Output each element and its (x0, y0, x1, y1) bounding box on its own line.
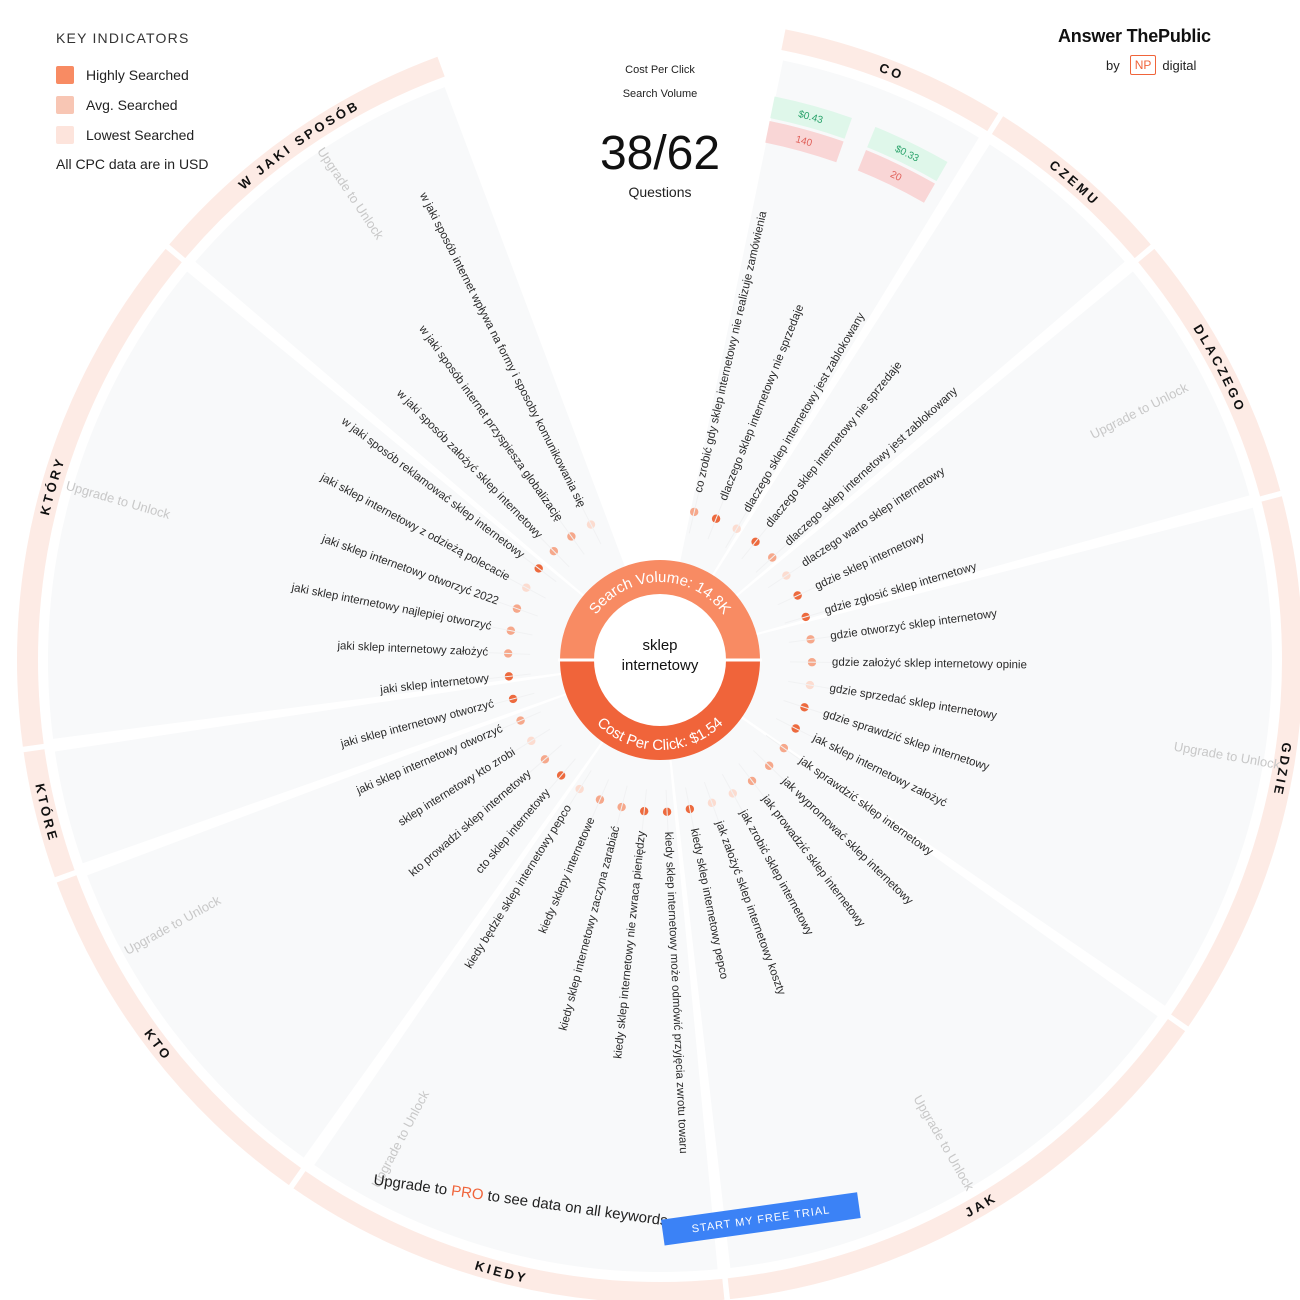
spoke-line (741, 523, 771, 560)
legend-item-low: Lowest Searched (56, 120, 276, 150)
brand-logo[interactable]: Answer ThePublic by NP digital (1058, 26, 1258, 75)
spoke-line (665, 789, 669, 835)
spoke-line (767, 562, 806, 589)
spoke-line (755, 541, 790, 573)
category-ring-segment (781, 29, 999, 132)
category-ring-segment (169, 56, 445, 259)
spoke-line (777, 585, 819, 606)
legend-label: Highly Searched (86, 67, 189, 83)
spoke-line (537, 534, 570, 568)
keyword-question[interactable]: gdzie założyć sklep internetowy opinie (832, 657, 1027, 672)
spoke-line (783, 699, 827, 715)
category-ring-segment (56, 875, 302, 1186)
category-sector (314, 742, 718, 1272)
spoke-line (753, 750, 787, 783)
spoke-line (557, 517, 585, 555)
spoke-line (788, 680, 833, 690)
spoke-line (495, 600, 538, 617)
spoke-line (485, 673, 531, 680)
hub-keyword-line2: internetowy (622, 657, 699, 674)
legend-swatch-avg (56, 96, 74, 114)
category-ring-segment (23, 749, 75, 878)
spoke-line (615, 785, 628, 830)
question-count: 38/62 (599, 127, 721, 180)
category-ring-segment (16, 248, 182, 747)
category-sector (54, 674, 566, 864)
category-sector (713, 144, 1125, 595)
brand-byline: by NP digital (1106, 55, 1258, 75)
category-sector (737, 271, 1250, 634)
legend-label: Lowest Searched (86, 127, 195, 143)
legend-label: Avg. Searched (86, 97, 178, 113)
legend-swatch-high (56, 66, 74, 84)
category-ring-segment (1138, 248, 1281, 497)
category-sector (47, 271, 583, 739)
category-sector (87, 695, 602, 1158)
spoke-line (527, 744, 562, 775)
spoke-line (725, 508, 749, 549)
brand-by-text: by (1106, 57, 1120, 73)
category-ring-segment (1171, 496, 1300, 1027)
question-count-label: Questions (628, 184, 692, 200)
cpc-badge[interactable] (770, 96, 852, 139)
legend-swatch-low (56, 126, 74, 144)
spoke-line (545, 758, 576, 794)
np-logo-icon: NP (1129, 55, 1157, 75)
spoke-line (788, 635, 834, 643)
category-sector (742, 507, 1273, 1006)
spoke-line (580, 503, 602, 545)
spoke-line (721, 773, 745, 814)
volume-label: Search Volume (622, 88, 698, 100)
header-stats: Cost Per Click Search Volume 38/62 Quest… (560, 62, 760, 200)
cost-per-click-arc (560, 660, 760, 760)
spoke-line (490, 692, 535, 706)
spoke-line (488, 625, 533, 636)
spoke-line (775, 718, 817, 740)
volume-badge[interactable] (765, 121, 844, 163)
category-ring-segment (991, 116, 1151, 259)
legend-item-avg: Avg. Searched (56, 90, 276, 120)
upgrade-pro-link[interactable]: PRO (450, 1182, 485, 1203)
spoke-line (707, 497, 726, 540)
spoke-line (567, 770, 592, 809)
hub-keyword-line1: sklep (642, 637, 677, 654)
category-ring-segment (293, 1171, 725, 1300)
volume-badge-value: 20 (888, 169, 903, 184)
category-sector (195, 87, 625, 595)
spoke-line (685, 787, 695, 832)
legend-item-high: Highly Searched (56, 60, 276, 90)
spoke-line (784, 609, 828, 624)
spoke-line (499, 711, 541, 731)
spoke-line (590, 779, 610, 821)
legend-note: All CPC data are in USD (56, 156, 209, 172)
volume-badge-value: 140 (794, 134, 813, 149)
spoke-line (688, 489, 700, 534)
legend-title: KEY INDICATORS (56, 30, 190, 46)
cpc-label: Cost Per Click (625, 64, 695, 76)
spoke-line (505, 576, 546, 599)
volume-badge[interactable] (857, 150, 935, 203)
cpc-badge[interactable] (867, 126, 948, 182)
brand-digital-text: digital (1162, 57, 1197, 73)
spoke-line (789, 661, 835, 664)
search-volume-arc (560, 560, 760, 660)
spoke-line (520, 554, 557, 583)
spoke-line (511, 728, 551, 754)
cta-background[interactable] (661, 1192, 861, 1246)
spoke-line (738, 763, 767, 800)
spoke-line (703, 782, 721, 825)
spoke-line (765, 734, 803, 762)
spoke-line (641, 789, 647, 835)
spoke-line (485, 651, 531, 655)
category-sector (671, 718, 1158, 1268)
brand-name: Answer ThePublic (1058, 26, 1211, 46)
key-indicators-legend: KEY INDICATORS Highly Searched Avg. Sear… (56, 30, 276, 172)
